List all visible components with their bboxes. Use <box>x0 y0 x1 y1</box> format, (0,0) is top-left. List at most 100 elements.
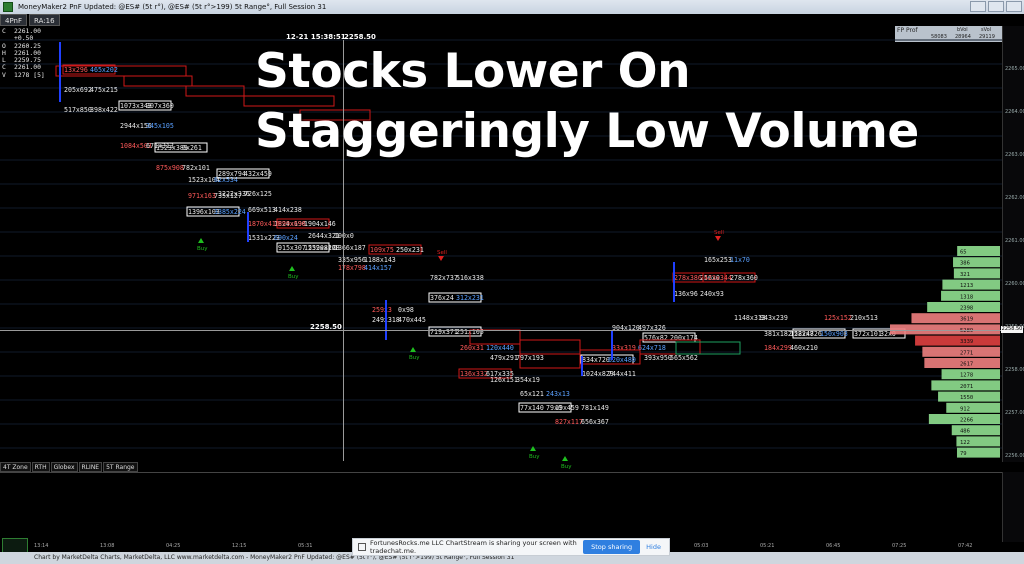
pane-tab-5t-range[interactable]: 5T Range <box>103 462 138 472</box>
range-box <box>123 75 193 87</box>
ohlc-value: +0.50 <box>14 34 34 43</box>
toolbar-tabs: 4PnF RA:16 <box>0 14 60 26</box>
footprint-cell: 943x239 <box>760 314 788 322</box>
range-box <box>579 349 641 365</box>
pane-tab-rth[interactable]: RTH <box>31 462 50 472</box>
close-button[interactable] <box>1006 1 1022 12</box>
signal-label: Buy <box>409 355 420 361</box>
cursor-price: 2258.50 <box>344 33 376 41</box>
footprint-box <box>702 272 756 283</box>
price-axis-tick: 2260.00 <box>1005 281 1024 287</box>
footprint-cell: 1148x313 <box>734 314 766 322</box>
footprint-cell: 875x908 <box>156 164 184 172</box>
time-axis-label: 05:03 <box>694 543 709 549</box>
footprint-cell: 19x459 <box>555 404 579 412</box>
footprint-cell: 205x692 <box>64 86 92 94</box>
footprint-cell: 1073x343 <box>120 102 152 110</box>
footprint-cell: 690x24 <box>274 234 298 242</box>
footprint-cell: 460x210 <box>790 344 818 352</box>
footprint-chart[interactable] <box>0 26 1002 462</box>
volume-profile-value: 3619 <box>960 317 973 323</box>
footprint-box <box>428 292 482 303</box>
footprint-box <box>62 64 116 75</box>
footprint-cell: 1232x816 <box>304 244 336 252</box>
minimize-button[interactable] <box>970 1 986 12</box>
volume-profile-value: 2071 <box>960 384 973 390</box>
sell-arrow-icon <box>438 256 444 261</box>
ohlc-value: 2260.25 <box>14 41 41 50</box>
hide-button[interactable]: Hide <box>646 543 661 551</box>
footprint-cell: 3222x336 <box>218 190 250 198</box>
footprint-cell: 260x31 <box>460 344 484 352</box>
volume-profile-value: 2617 <box>960 362 973 368</box>
footprint-cell: 797x193 <box>516 354 544 362</box>
footprint-cell: 240x93 <box>700 290 724 298</box>
footprint-cell: 125x152 <box>824 314 852 322</box>
ohlc-row: L 2259.75 <box>2 56 66 65</box>
price-axis-tick: 2264.00 <box>1005 109 1024 115</box>
ohlc-value: 2261.00 <box>14 48 41 57</box>
volume-profile-bar <box>957 246 1000 256</box>
footprint-cell: 178x798 <box>338 264 366 272</box>
footprint-cell: 307x360 <box>146 102 174 110</box>
volume-profile-bar <box>931 380 1000 391</box>
range-box <box>675 341 741 355</box>
ohlc-row: C 2261.00 <box>2 64 66 72</box>
time-axis-label: 06:45 <box>826 543 841 549</box>
maximize-button[interactable] <box>988 1 1004 12</box>
footprint-cell: 620x480 <box>608 356 636 364</box>
footprint-cell: 465x202 <box>90 66 118 74</box>
footprint-cell: 200x174 <box>670 334 698 342</box>
pane-tab-4t-zone[interactable]: 4T Zone <box>0 462 31 472</box>
signal-label: Buy <box>197 246 208 252</box>
volume-profile-value: 486 <box>960 429 970 435</box>
screen-share-bar: FortunesRocks.me LLC ChartStream is shar… <box>352 538 670 556</box>
ohlc-key: C <box>2 27 6 35</box>
volume-profile-bar <box>928 414 1000 424</box>
footprint-cell: 735x127 <box>214 192 242 200</box>
footprint-cell: 312x231 <box>456 294 484 302</box>
footprint-box <box>792 328 846 339</box>
delta-pane[interactable] <box>0 472 1002 542</box>
price-axis-tick: 2263.00 <box>1005 152 1024 158</box>
price-axis[interactable]: 2265.00 2264.00 2263.00 2262.00 2261.00 2260.… <box>1002 26 1024 462</box>
footprint-cell: 827x117 <box>555 418 583 426</box>
footprint-cell: 522x726 <box>794 330 822 338</box>
footprint-cell: 65x121 <box>520 390 544 398</box>
volume-profile-bar <box>942 279 1000 290</box>
footprint-cell: 335x956 <box>338 256 366 264</box>
footprint-box <box>642 332 696 343</box>
tab-4pnf[interactable]: 4PnF <box>0 14 28 26</box>
footprint-cell: 2944x156 <box>120 122 152 130</box>
footprint-cell: 11x70 <box>730 256 750 264</box>
crosshair-vertical <box>343 40 344 461</box>
footprint-cell: 278x360 <box>730 274 758 282</box>
window-controls <box>970 1 1022 12</box>
footprint-cell: 719x371 <box>430 328 458 336</box>
time-axis-label: 07:25 <box>892 543 907 549</box>
footprint-cell: 782x737 <box>430 274 458 282</box>
pane-tab-rline[interactable]: RLINE <box>78 462 103 472</box>
footprint-cell: 0x98 <box>398 306 414 314</box>
ohlc-value: 2259.75 <box>14 56 41 65</box>
footprint-cell: 669x513 <box>248 206 276 214</box>
footprint-cell: 376x24 <box>430 294 454 302</box>
ohlc-value: 1278 [5] <box>14 70 45 79</box>
title-bar: MoneyMaker2 PnF Updated: @ES# (5t r°), @… <box>0 0 1024 14</box>
pane-tab-globex[interactable]: Globex <box>50 462 78 472</box>
footprint-box <box>518 402 572 413</box>
stop-sharing-button[interactable]: Stop sharing <box>583 540 641 554</box>
buy-arrow-icon <box>410 347 416 352</box>
signal-label: Buy <box>561 464 572 470</box>
volume-profile-bar <box>927 302 1000 312</box>
ohlc-row: +0.50 <box>2 34 66 43</box>
status-text: Chart by MarketDelta Charts, MarketDelta… <box>34 554 515 561</box>
ohlc-row: C 2261.00 <box>2 27 66 35</box>
footprint-cell: 184x299 <box>764 344 792 352</box>
ohlc-readout: C 2261.00 +0.50 O 2260.25 H 2261.00 L 2259.75 C 22… <box>2 27 66 79</box>
volume-profile-bar <box>938 391 1000 402</box>
footprint-cell: 479x291 <box>490 354 518 362</box>
footprint-cell: 126x151 <box>490 376 518 384</box>
headline-line-1: Stocks Lower On <box>255 44 691 99</box>
tab-ra16[interactable]: RA:16 <box>29 14 60 26</box>
